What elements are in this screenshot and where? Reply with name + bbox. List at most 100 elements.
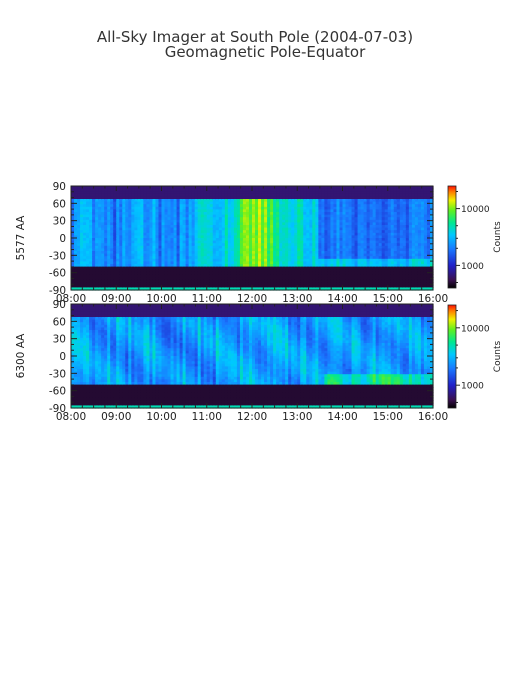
heatmap-cell (140, 193, 144, 197)
heatmap-cell (417, 261, 422, 265)
heatmap-cell (242, 245, 247, 249)
heatmap-cell (327, 201, 332, 205)
heatmap-cell (203, 243, 208, 247)
heatmap-cell (128, 196, 132, 200)
heatmap-cell (137, 256, 141, 260)
heatmap-cell (264, 201, 268, 205)
heatmap-cell (318, 266, 322, 270)
heatmap-cell (339, 199, 344, 203)
heatmap-cell (351, 251, 356, 255)
heatmap-cell (381, 245, 386, 249)
heatmap-cell (270, 261, 274, 265)
heatmap-cell (420, 248, 425, 252)
heatmap-cell (155, 274, 160, 278)
heatmap-cell (279, 258, 283, 262)
heatmap-cell (267, 261, 271, 265)
heatmap-cell (351, 266, 356, 270)
heatmap-cell (402, 261, 407, 265)
heatmap-cell (209, 287, 214, 291)
heatmap-cell (173, 188, 178, 192)
heatmap-cell (342, 235, 347, 239)
heatmap-cell (191, 232, 196, 236)
heatmap-cell (224, 219, 229, 223)
heatmap-cell (173, 193, 178, 197)
heatmap-cell (345, 256, 350, 260)
heatmap-cell (200, 243, 205, 247)
heatmap-cell (261, 201, 265, 205)
heatmap-cell (233, 282, 238, 286)
heatmap-cell (351, 204, 356, 208)
heatmap-cell (197, 206, 202, 210)
heatmap-cell (161, 196, 166, 200)
heatmap-cell (152, 274, 157, 278)
heatmap-cell (288, 256, 292, 260)
heatmap-cell (357, 235, 362, 239)
heatmap-cell (348, 251, 353, 255)
heatmap-cell (236, 269, 241, 273)
heatmap-cell (143, 191, 148, 195)
heatmap-cell (330, 209, 335, 213)
heatmap-cell (200, 201, 205, 205)
heatmap-cell (339, 206, 344, 210)
heatmap-cell (363, 235, 368, 239)
figure-subtitle: Geomagnetic Pole-Equator (165, 43, 366, 61)
heatmap-cell (315, 196, 319, 200)
heatmap-cell (408, 212, 413, 216)
heatmap-cell (179, 191, 184, 195)
heatmap-cell (119, 214, 123, 218)
heatmap-cell (282, 256, 286, 260)
heatmap-cell (339, 240, 344, 244)
heatmap-cell (324, 227, 329, 231)
heatmap-cell (233, 188, 238, 192)
heatmap-cell (137, 230, 141, 234)
heatmap-cell (161, 235, 166, 239)
heatmap-cell (86, 188, 90, 192)
heatmap-cell (167, 206, 172, 210)
heatmap-cell (381, 269, 386, 273)
heatmap-cell (182, 199, 187, 203)
heatmap-cell (318, 214, 322, 218)
heatmap-cell (402, 204, 407, 208)
heatmap-cell (405, 217, 410, 221)
heatmap-cell (348, 240, 353, 244)
heatmap-cell (369, 238, 374, 242)
heatmap-cell (417, 222, 422, 226)
heatmap-cell (176, 264, 181, 268)
heatmap-cell (170, 253, 175, 257)
heatmap-cell (215, 274, 220, 278)
heatmap-cell (315, 269, 319, 273)
heatmap-cell (131, 201, 135, 205)
heatmap-cell (164, 279, 169, 283)
heatmap-cell (369, 258, 374, 262)
heatmap-cell (206, 227, 211, 231)
heatmap-cell (291, 191, 295, 195)
heatmap-cell (194, 271, 199, 275)
heatmap-cell (89, 238, 93, 242)
heatmap-cell (83, 269, 87, 273)
heatmap-cell (119, 191, 123, 195)
heatmap-cell (423, 238, 428, 242)
heatmap-cell (321, 266, 325, 270)
heatmap-cell (74, 230, 78, 234)
heatmap-cell (276, 191, 280, 195)
heatmap-cell (387, 230, 392, 234)
heatmap-cell (261, 258, 265, 262)
heatmap-cell (221, 284, 226, 288)
heatmap-cell (155, 279, 160, 283)
heatmap-cell (408, 251, 413, 255)
heatmap-cell (291, 232, 295, 236)
heatmap-cell (179, 251, 184, 255)
heatmap-cell (113, 264, 117, 268)
heatmap-cell (327, 271, 332, 275)
heatmap-cell (182, 201, 187, 205)
heatmap-cell (381, 227, 386, 231)
heatmap-cell (414, 266, 419, 270)
heatmap-cell (236, 232, 241, 236)
heatmap-cell (89, 227, 93, 231)
heatmap-cell (408, 227, 413, 231)
heatmap-cell (188, 245, 193, 249)
heatmap-cell (315, 261, 319, 265)
heatmap-cell (134, 199, 138, 203)
heatmap-cell (336, 238, 341, 242)
heatmap-cell (104, 204, 108, 208)
